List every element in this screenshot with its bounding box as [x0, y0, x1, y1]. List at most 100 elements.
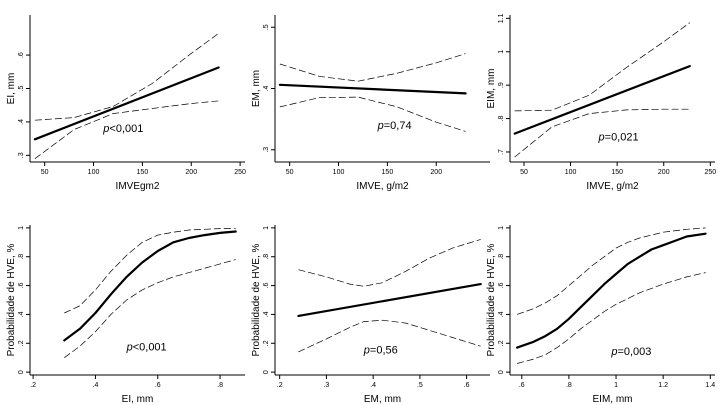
x-axis-title: IMVE, g/m2 — [356, 181, 409, 192]
x-tick-label: .6 — [155, 382, 161, 389]
y-tick-label: .8 — [498, 254, 505, 260]
y-tick-label: .2 — [498, 340, 505, 346]
ci-upper-line — [64, 227, 236, 314]
y-tick-label: .5 — [263, 24, 270, 30]
x-tick-label: 150 — [382, 169, 394, 176]
x-tick-label: 50 — [520, 169, 528, 176]
y-axis-title: EM, mm — [251, 70, 262, 107]
x-tick-label: 200 — [185, 169, 197, 176]
ci-upper-line — [298, 239, 481, 287]
panel-6: .6 .8 1 1.2 1.4 0 .2 .4 .6 .8 1 EIM, mm Probabilidad… — [486, 225, 715, 405]
x-tick-label: 50 — [286, 169, 294, 176]
y-axis-title: Probabilidade de HVE, % — [486, 243, 497, 356]
y-tick-label: .7 — [498, 149, 505, 155]
x-tick-label: 50 — [41, 169, 49, 176]
y-tick-label: .6 — [263, 283, 270, 289]
x-axis-title: EI, mm — [122, 394, 154, 405]
x-axis-title: IMVE, g/m2 — [586, 181, 639, 192]
y-tick-label: 0 — [18, 370, 25, 374]
y-tick-label: 1 — [18, 226, 25, 230]
y-axis-title: EIM, mm — [486, 69, 497, 109]
ci-upper-line — [516, 227, 706, 315]
y-tick-label: .8 — [18, 254, 25, 260]
p-value-label: p=0,56 — [363, 344, 398, 356]
x-tick-label: 100 — [565, 169, 577, 176]
ci-lower-line — [298, 319, 481, 353]
y-tick-label: 1 — [498, 50, 505, 54]
fitted-line — [63, 230, 237, 342]
y-tick-label: .6 — [18, 52, 25, 58]
x-tick-label: 1.2 — [658, 382, 668, 389]
y-tick-label: .3 — [263, 147, 270, 153]
ci-upper-line — [34, 33, 219, 121]
x-axis-title: EIM, mm — [593, 394, 633, 405]
fitted-line — [513, 64, 691, 135]
ci-lower-line — [34, 100, 219, 159]
y-tick-label: 0 — [498, 370, 505, 374]
y-tick-label: .6 — [498, 283, 505, 289]
p-value-label: p=0,003 — [610, 346, 651, 358]
ci-lower-line — [514, 108, 690, 158]
x-tick-label: .2 — [30, 382, 36, 389]
y-tick-label: .9 — [498, 82, 505, 88]
x-tick-label: .8 — [566, 382, 572, 389]
x-tick-label: .4 — [93, 382, 99, 389]
y-tick-label: .8 — [498, 116, 505, 122]
x-tick-label: .6 — [464, 382, 470, 389]
x-tick-label: .8 — [217, 382, 223, 389]
y-tick-label: 1 — [498, 226, 505, 230]
ci-lower-line — [517, 272, 706, 364]
x-axis-title: EM, mm — [364, 394, 401, 405]
y-tick-label: .4 — [263, 85, 270, 91]
panel-5: .2 .3 .4 .5 .6 0 .2 .4 .6 .8 1 EM, mm Probabilidade … — [251, 225, 490, 405]
panel-1: 50 100 150 200 250 .3 .4 .5 .6 IMVEgm2 EI, mm p<0,0… — [6, 15, 246, 192]
y-tick-label: .2 — [18, 340, 25, 346]
fitted-line — [515, 232, 707, 349]
x-tick-label: .5 — [417, 382, 423, 389]
x-tick-label: 250 — [704, 169, 716, 176]
x-tick-label: 200 — [658, 169, 670, 176]
x-tick-label: 250 — [234, 169, 246, 176]
y-tick-label: 1 — [263, 226, 270, 230]
ci-upper-line — [279, 53, 466, 82]
x-tick-label: .2 — [277, 382, 283, 389]
fitted-line — [297, 283, 482, 317]
x-tick-label: 100 — [88, 169, 100, 176]
fitted-line — [33, 66, 220, 141]
panel-3: 50 100 150 200 250 .7 .8 .9 1 1.1 IMVE, g/m2 EIM, m… — [486, 13, 716, 192]
p-value-label: p<0,001 — [102, 123, 143, 135]
p-value-label: p=0,021 — [598, 131, 639, 143]
y-axis-title: Probabilidade de HVE, % — [251, 243, 262, 356]
y-tick-label: .8 — [263, 254, 270, 260]
y-tick-label: .4 — [498, 311, 505, 317]
y-tick-label: .5 — [18, 85, 25, 91]
y-tick-label: .3 — [18, 152, 25, 158]
panel-4: .2 .4 .6 .8 0 .2 .4 .6 .8 1 EI, mm Probabilidade de… — [6, 225, 245, 405]
x-tick-label: 200 — [430, 169, 442, 176]
p-value-label: p<0,001 — [126, 341, 167, 353]
x-tick-label: 1 — [614, 382, 618, 389]
x-tick-label: 1.4 — [705, 382, 715, 389]
ci-upper-line — [514, 22, 691, 112]
y-tick-label: .2 — [263, 340, 270, 346]
x-tick-label: .6 — [519, 382, 525, 389]
fitted-line — [278, 83, 467, 95]
ci-lower-line — [64, 259, 236, 358]
y-tick-label: .6 — [18, 283, 25, 289]
y-tick-label: 0 — [263, 370, 270, 374]
p-value-label: p=0,74 — [377, 120, 412, 132]
x-tick-label: .3 — [323, 382, 329, 389]
x-tick-label: 100 — [333, 169, 345, 176]
y-axis-title: EI, mm — [6, 73, 17, 105]
y-tick-label: .4 — [18, 311, 25, 317]
y-tick-label: 1.1 — [498, 13, 505, 23]
x-tick-label: 150 — [137, 169, 149, 176]
y-axis-title: Probabilidade de HVE, % — [6, 243, 17, 356]
ci-lower-line — [279, 96, 466, 132]
y-tick-label: .4 — [263, 311, 270, 317]
x-axis-title: IMVEgm2 — [116, 181, 160, 192]
y-tick-label: .4 — [18, 119, 25, 125]
panel-2: 50 100 150 200 .3 .4 .5 IMVE, g/m2 EM, mm p=0,74 — [251, 15, 490, 192]
x-tick-label: 150 — [611, 169, 623, 176]
